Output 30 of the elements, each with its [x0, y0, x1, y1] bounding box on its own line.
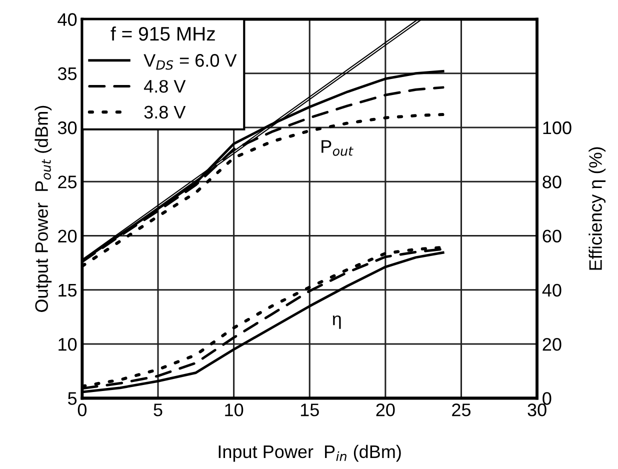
y-tick-label: 25: [58, 176, 77, 188]
y2-tick-label: 20: [542, 338, 562, 351]
x-tick-label: 0: [78, 404, 87, 416]
y2-tick-label: 60: [542, 230, 562, 242]
y2-tick-label: 0: [542, 392, 552, 405]
legend-label: 4.8 V: [144, 80, 186, 93]
y-tick-label: 15: [58, 284, 77, 297]
legend-label: V$_{DS}$ = 6.0 V: [144, 54, 237, 70]
x-tick-label: 25: [452, 404, 471, 416]
y-tick-label: 20: [58, 230, 77, 242]
x-tick-label: 15: [300, 404, 319, 416]
y-axis-title: Output Power P$_{out}$ (dBm): [34, 106, 52, 312]
y-tick-label: 10: [58, 338, 77, 351]
legend-label: 3.8 V: [144, 106, 186, 119]
legend-title: f = 915 MHz: [110, 26, 215, 41]
x-tick-label: 20: [376, 404, 395, 416]
y2-tick-label: 80: [542, 176, 562, 188]
y2-axis-title: Efficiency η (%): [588, 147, 606, 270]
y-tick-label: 35: [58, 67, 77, 80]
y2-tick-label: 40: [542, 284, 562, 297]
y-tick-label: 5: [68, 392, 77, 405]
x-tick-label: 30: [528, 404, 546, 416]
x-tick-label: 5: [154, 404, 162, 416]
y2-tick-label: 100: [543, 121, 572, 134]
x-axis-title: Input Power P$_{in}$ (dBm): [218, 444, 401, 462]
y-tick-label: 40: [58, 13, 77, 26]
annotation: P$_{out}$: [322, 140, 354, 156]
annotation: η: [332, 315, 341, 329]
x-tick-label: 10: [225, 404, 244, 416]
y-tick-label: 30: [58, 121, 77, 134]
